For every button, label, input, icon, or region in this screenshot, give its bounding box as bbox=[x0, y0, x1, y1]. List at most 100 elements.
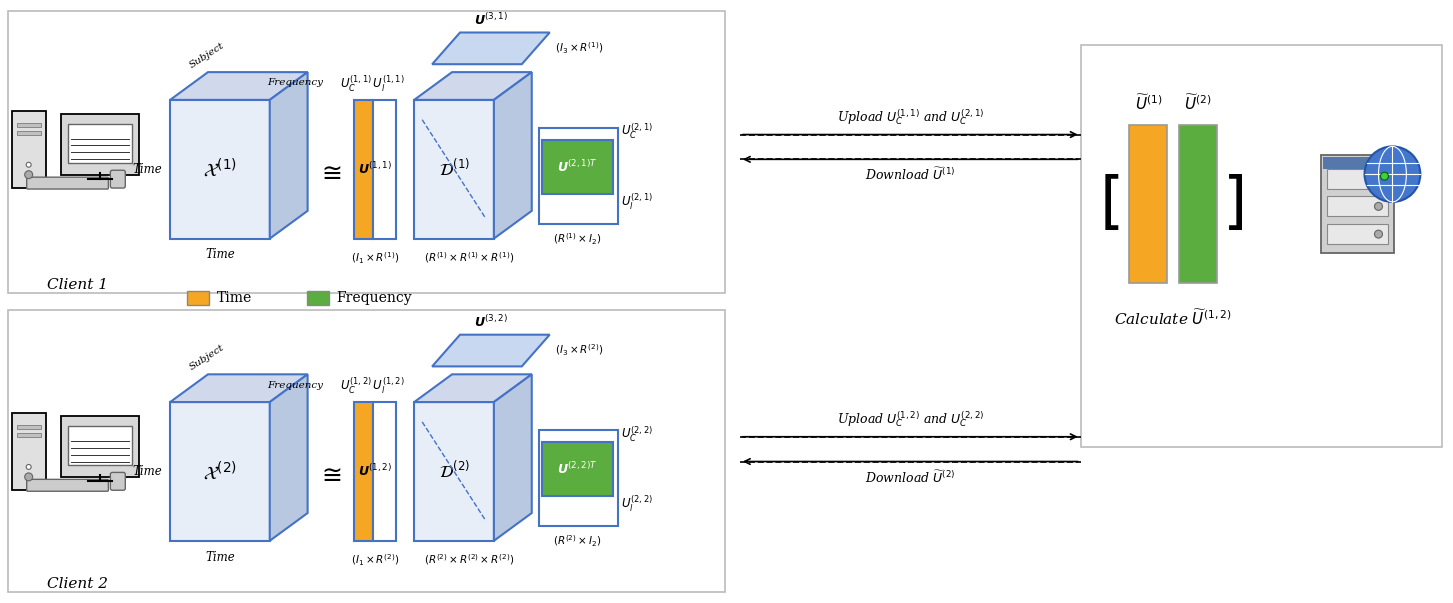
Text: Client 2: Client 2 bbox=[46, 577, 108, 592]
Polygon shape bbox=[414, 374, 532, 402]
FancyBboxPatch shape bbox=[1081, 45, 1443, 447]
FancyBboxPatch shape bbox=[542, 139, 613, 194]
Text: $U_l^{(2,1)}$: $U_l^{(2,1)}$ bbox=[622, 192, 654, 212]
Text: $\mathcal{X}^{(2)}$: $\mathcal{X}^{(2)}$ bbox=[203, 460, 237, 483]
Text: Time: Time bbox=[132, 465, 163, 478]
FancyBboxPatch shape bbox=[17, 123, 41, 127]
Polygon shape bbox=[414, 402, 494, 541]
FancyBboxPatch shape bbox=[17, 131, 41, 135]
FancyBboxPatch shape bbox=[61, 114, 139, 175]
Circle shape bbox=[25, 171, 32, 178]
Polygon shape bbox=[170, 72, 308, 100]
Text: Subject: Subject bbox=[187, 40, 227, 70]
Circle shape bbox=[1364, 147, 1421, 202]
FancyBboxPatch shape bbox=[1327, 197, 1389, 216]
Text: $(R^{(1)} \times I_2)$: $(R^{(1)} \times I_2)$ bbox=[554, 232, 602, 247]
Text: $\boldsymbol{U}^{(2,2)T}$: $\boldsymbol{U}^{(2,2)T}$ bbox=[558, 461, 597, 477]
Text: Upload $U_C^{(1,2)}$ and $U_C^{(2,2)}$: Upload $U_C^{(1,2)}$ and $U_C^{(2,2)}$ bbox=[837, 409, 984, 429]
Polygon shape bbox=[355, 100, 373, 239]
Text: $\widetilde{U}^{(1)}$: $\widetilde{U}^{(1)}$ bbox=[1135, 93, 1162, 113]
Text: $\widetilde{U}^{(2)}$: $\widetilde{U}^{(2)}$ bbox=[1184, 93, 1212, 113]
Polygon shape bbox=[170, 100, 270, 239]
Text: $(R^{(2)} \times R^{(2)} \times R^{(2)})$: $(R^{(2)} \times R^{(2)} \times R^{(2)})… bbox=[424, 553, 514, 567]
Text: $\mathcal{D}^{(2)}$: $\mathcal{D}^{(2)}$ bbox=[439, 461, 469, 482]
Text: Upload $U_C^{(1,1)}$ and $U_C^{(2,1)}$: Upload $U_C^{(1,1)}$ and $U_C^{(2,1)}$ bbox=[837, 107, 984, 127]
Text: Frequency: Frequency bbox=[267, 380, 324, 390]
FancyBboxPatch shape bbox=[110, 170, 125, 188]
FancyBboxPatch shape bbox=[1129, 125, 1167, 283]
FancyBboxPatch shape bbox=[26, 177, 109, 189]
Text: $\cong$: $\cong$ bbox=[317, 462, 341, 486]
Text: Frequency: Frequency bbox=[337, 291, 413, 305]
Circle shape bbox=[1375, 175, 1382, 183]
Polygon shape bbox=[432, 335, 549, 367]
FancyBboxPatch shape bbox=[7, 11, 725, 293]
FancyBboxPatch shape bbox=[110, 472, 125, 490]
FancyBboxPatch shape bbox=[67, 426, 132, 466]
FancyBboxPatch shape bbox=[17, 425, 41, 429]
Circle shape bbox=[1375, 230, 1382, 238]
Text: Time: Time bbox=[132, 163, 163, 175]
Text: $(R^{(1)} \times R^{(1)} \times R^{(1)})$: $(R^{(1)} \times R^{(1)} \times R^{(1)})… bbox=[424, 250, 514, 265]
FancyBboxPatch shape bbox=[26, 479, 109, 491]
Text: Calculate $\widetilde{U}^{(1,2)}$: Calculate $\widetilde{U}^{(1,2)}$ bbox=[1114, 308, 1232, 327]
Text: Time: Time bbox=[205, 551, 235, 564]
FancyBboxPatch shape bbox=[187, 291, 209, 305]
FancyBboxPatch shape bbox=[1327, 224, 1389, 244]
Circle shape bbox=[1380, 172, 1389, 180]
FancyBboxPatch shape bbox=[12, 414, 45, 490]
Polygon shape bbox=[494, 374, 532, 541]
Text: Frequency: Frequency bbox=[267, 78, 324, 87]
FancyBboxPatch shape bbox=[7, 310, 725, 592]
Polygon shape bbox=[494, 72, 532, 239]
Text: $(I_3 \times R^{(1)})$: $(I_3 \times R^{(1)})$ bbox=[555, 40, 603, 56]
Polygon shape bbox=[414, 100, 494, 239]
FancyBboxPatch shape bbox=[12, 112, 45, 188]
FancyBboxPatch shape bbox=[307, 291, 328, 305]
FancyBboxPatch shape bbox=[1321, 155, 1395, 253]
Text: Client 1: Client 1 bbox=[46, 278, 108, 292]
Text: $\boldsymbol{U}^{(1,1)}$: $\boldsymbol{U}^{(1,1)}$ bbox=[359, 161, 392, 177]
Text: $\mathcal{X}^{(1)}$: $\mathcal{X}^{(1)}$ bbox=[203, 158, 237, 180]
Text: $(I_3 \times R^{(2)})$: $(I_3 \times R^{(2)})$ bbox=[555, 343, 603, 358]
FancyBboxPatch shape bbox=[1322, 157, 1392, 169]
Text: $\boldsymbol{U}^{(2,1)T}$: $\boldsymbol{U}^{(2,1)T}$ bbox=[558, 159, 597, 175]
Text: ]: ] bbox=[1223, 174, 1247, 234]
FancyBboxPatch shape bbox=[67, 124, 132, 163]
Text: $\cong$: $\cong$ bbox=[317, 160, 341, 184]
Circle shape bbox=[26, 464, 31, 470]
FancyBboxPatch shape bbox=[17, 434, 41, 437]
Text: $U_C^{(2,1)}$: $U_C^{(2,1)}$ bbox=[622, 122, 654, 141]
Polygon shape bbox=[373, 402, 397, 541]
Text: Download $\widetilde{U}^{(2)}$: Download $\widetilde{U}^{(2)}$ bbox=[865, 470, 956, 485]
Polygon shape bbox=[270, 374, 308, 541]
Text: $U_C^{(1,1)}\,U_l^{(1,1)}$: $U_C^{(1,1)}\,U_l^{(1,1)}$ bbox=[340, 74, 405, 94]
Text: Download $\widetilde{U}^{(1)}$: Download $\widetilde{U}^{(1)}$ bbox=[865, 167, 956, 183]
Polygon shape bbox=[373, 100, 397, 239]
Text: [: [ bbox=[1100, 174, 1123, 234]
Polygon shape bbox=[170, 374, 308, 402]
Text: $\mathcal{D}^{(1)}$: $\mathcal{D}^{(1)}$ bbox=[439, 159, 469, 180]
Text: $\boldsymbol{U}^{(1,2)}$: $\boldsymbol{U}^{(1,2)}$ bbox=[359, 464, 392, 479]
Polygon shape bbox=[170, 402, 270, 541]
Text: $\boldsymbol{U}^{(3,1)}$: $\boldsymbol{U}^{(3,1)}$ bbox=[474, 11, 509, 28]
Text: $U_C^{(1,2)}\,U_l^{(1,2)}$: $U_C^{(1,2)}\,U_l^{(1,2)}$ bbox=[340, 376, 405, 396]
Text: $(I_1 \times R^{(2)})$: $(I_1 \times R^{(2)})$ bbox=[352, 553, 400, 568]
Text: $U_l^{(2,2)}$: $U_l^{(2,2)}$ bbox=[622, 494, 654, 514]
FancyBboxPatch shape bbox=[1180, 125, 1218, 283]
Polygon shape bbox=[414, 72, 532, 100]
Circle shape bbox=[26, 162, 31, 167]
Text: Time: Time bbox=[216, 291, 253, 305]
Text: Time: Time bbox=[205, 248, 235, 262]
Text: Subject: Subject bbox=[187, 343, 227, 372]
FancyBboxPatch shape bbox=[542, 441, 613, 496]
Polygon shape bbox=[355, 402, 373, 541]
FancyBboxPatch shape bbox=[61, 416, 139, 478]
Circle shape bbox=[1375, 203, 1382, 210]
Circle shape bbox=[25, 473, 32, 481]
Polygon shape bbox=[432, 33, 549, 64]
FancyBboxPatch shape bbox=[1327, 169, 1389, 189]
Text: $U_C^{(2,2)}$: $U_C^{(2,2)}$ bbox=[622, 424, 654, 444]
Polygon shape bbox=[270, 72, 308, 239]
Text: $\boldsymbol{U}^{(3,2)}$: $\boldsymbol{U}^{(3,2)}$ bbox=[474, 314, 509, 330]
